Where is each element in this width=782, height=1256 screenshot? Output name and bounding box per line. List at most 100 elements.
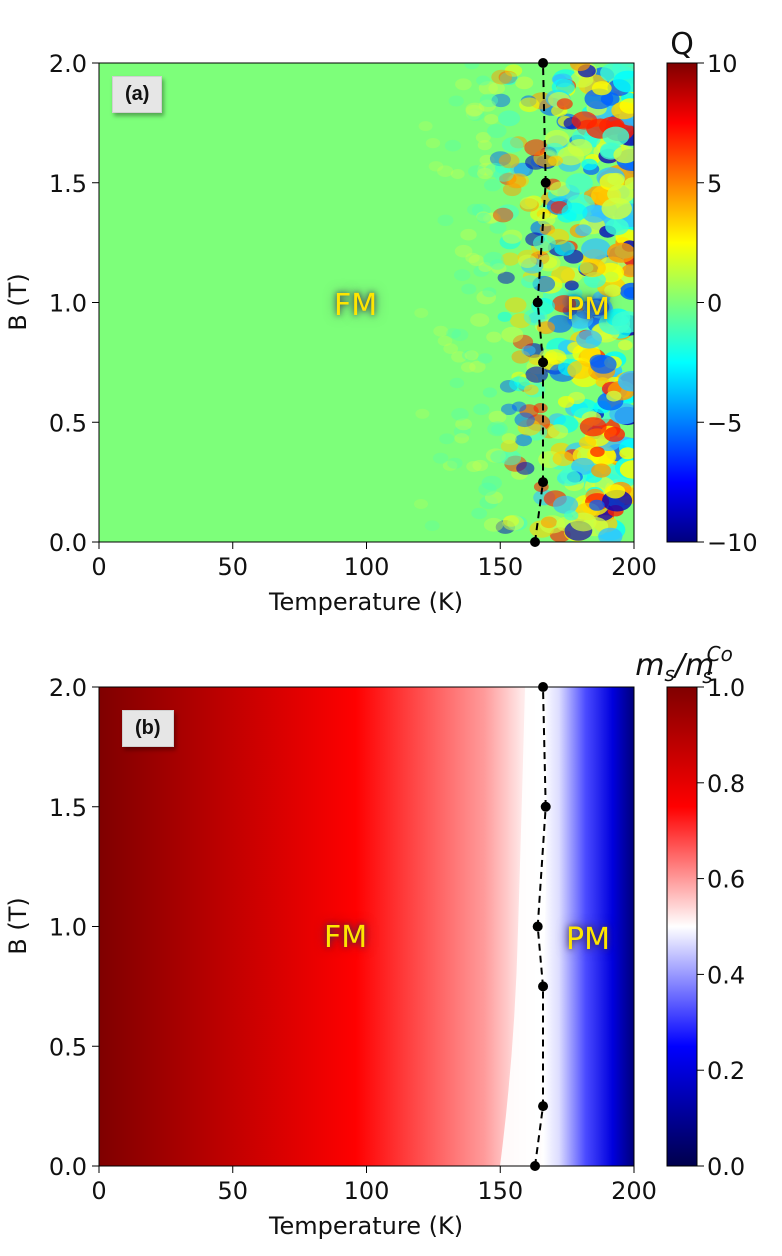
fluctuation-blob [605, 484, 626, 499]
fluctuation-blob [623, 287, 634, 299]
panel-b-colorbar-label: ms/msCo [635, 642, 733, 688]
panel-a-cbar-tick-label: 0 [707, 290, 722, 318]
panel-a-xtick-label: 100 [344, 553, 390, 581]
panel-b-transition-point [538, 1101, 549, 1112]
fluctuation-blob [466, 461, 482, 472]
fluctuation-blob [606, 390, 622, 402]
fluctuation-blob [556, 98, 573, 110]
fluctuation-blob [477, 167, 493, 180]
fluctuation-blob [579, 417, 607, 437]
fluctuation-blob [453, 425, 471, 438]
fluctuation-blob [491, 69, 513, 85]
cbar-b-label-sub2: s [702, 664, 712, 688]
fluctuation-blob [604, 284, 621, 297]
fluctuation-blob [418, 121, 433, 132]
fluctuation-blob [515, 76, 534, 90]
fluctuation-blob [523, 308, 548, 326]
fluctuation-blob [461, 350, 477, 361]
fluctuation-blob [537, 321, 555, 335]
fluctuation-blob [479, 495, 499, 510]
panel-b-ytick-label: 2.0 [49, 674, 87, 702]
panel-b-axes: 0 50 100 150 200 0.0 0.5 1.0 1.5 2.0 [49, 674, 657, 1205]
fluctuation-blob [493, 167, 514, 182]
fluctuation-blob [509, 376, 530, 392]
panel-b-ytick-label: 1.0 [49, 914, 87, 942]
fluctuation-blob [485, 212, 501, 224]
fluctuation-blob [575, 224, 592, 237]
fluctuation-blob [540, 516, 558, 529]
panel-a-xtick-label: 200 [611, 553, 657, 581]
panel-b-colorbar [666, 686, 698, 1167]
fluctuation-blob [475, 132, 491, 143]
panel-b-ylabel: B (T) [4, 897, 32, 954]
fluctuation-blob [552, 451, 574, 467]
fluctuation-blob [619, 98, 634, 114]
panel-b-transition-point [540, 801, 551, 812]
fluctuation-blob [602, 126, 630, 146]
fluctuation-blob [449, 377, 465, 389]
fluctuation-blob [619, 460, 634, 479]
fluctuation-blob [467, 108, 485, 121]
fluctuation-blob [470, 313, 490, 327]
fluctuation-blob [565, 173, 593, 193]
fluctuation-blob [590, 446, 605, 457]
fluctuation-blob [514, 412, 535, 428]
fluctuation-blob [478, 262, 493, 272]
fluctuation-blob [590, 355, 617, 374]
fluctuation-blob [484, 179, 502, 192]
fluctuation-blob [545, 129, 570, 148]
fluctuation-blob [501, 137, 524, 153]
panel-b-cbar-tick-label: 1.0 [707, 674, 745, 702]
fluctuation-blob [500, 252, 520, 266]
panel-a-transition-point [532, 297, 543, 308]
cbar-b-label-base2: m [685, 648, 714, 683]
fluctuation-blob [492, 207, 514, 223]
fluctuation-blob [482, 287, 497, 298]
fluctuation-blob [497, 271, 515, 284]
fluctuation-blob [466, 109, 481, 120]
fluctuation-blob [502, 182, 522, 197]
fluctuation-blob [444, 139, 461, 152]
fluctuation-blob [581, 238, 611, 260]
panel-a-ytick-label: 2.0 [49, 50, 87, 78]
fluctuation-blob [520, 196, 538, 210]
fluctuation-blob [476, 212, 492, 224]
fluctuation-blob [605, 218, 629, 236]
fluctuation-blob [488, 410, 507, 424]
fluctuation-blob [515, 434, 532, 447]
fluctuation-blob [472, 459, 489, 472]
fluctuation-blob [481, 475, 502, 491]
fluctuation-blob [501, 433, 517, 444]
panel-b-cbar-tick-label: 0.0 [707, 1153, 745, 1181]
fluctuation-blob [476, 211, 491, 222]
fluctuation-blob [451, 408, 469, 421]
fluctuation-blob [477, 353, 493, 364]
fluctuation-blob [454, 244, 473, 258]
fluctuation-blob [600, 92, 620, 106]
fluctuation-blob [468, 165, 486, 178]
panel-a-ytick-label: 1.5 [49, 170, 87, 198]
fluctuation-blob [414, 308, 429, 318]
fluctuation-blob [479, 93, 499, 107]
cbar-b-label-sep: / [672, 648, 688, 683]
fluctuation-blob [467, 203, 484, 216]
fluctuation-blob [455, 78, 472, 91]
fluctuation-blob [491, 263, 507, 274]
fluctuation-blob [589, 499, 605, 511]
panel-a-colorbar-ticks: −10 −5 0 5 10 [697, 50, 758, 557]
fluctuation-blob [487, 421, 508, 437]
fluctuation-blob [578, 436, 597, 449]
fluctuation-blob [484, 114, 499, 125]
fluctuation-blob [465, 104, 483, 117]
fluctuation-blob [497, 204, 519, 221]
fluctuation-blob [564, 280, 579, 291]
panel-b-transition-point [532, 921, 543, 932]
panel-a-transition-point [540, 177, 551, 188]
fluctuation-blob [433, 452, 449, 464]
fluctuation-blob [591, 463, 612, 478]
panel-a-region-pm: PM [566, 292, 610, 327]
fluctuation-blob [414, 499, 428, 509]
fluctuation-blob [437, 335, 453, 347]
fluctuation-blob [491, 424, 506, 435]
